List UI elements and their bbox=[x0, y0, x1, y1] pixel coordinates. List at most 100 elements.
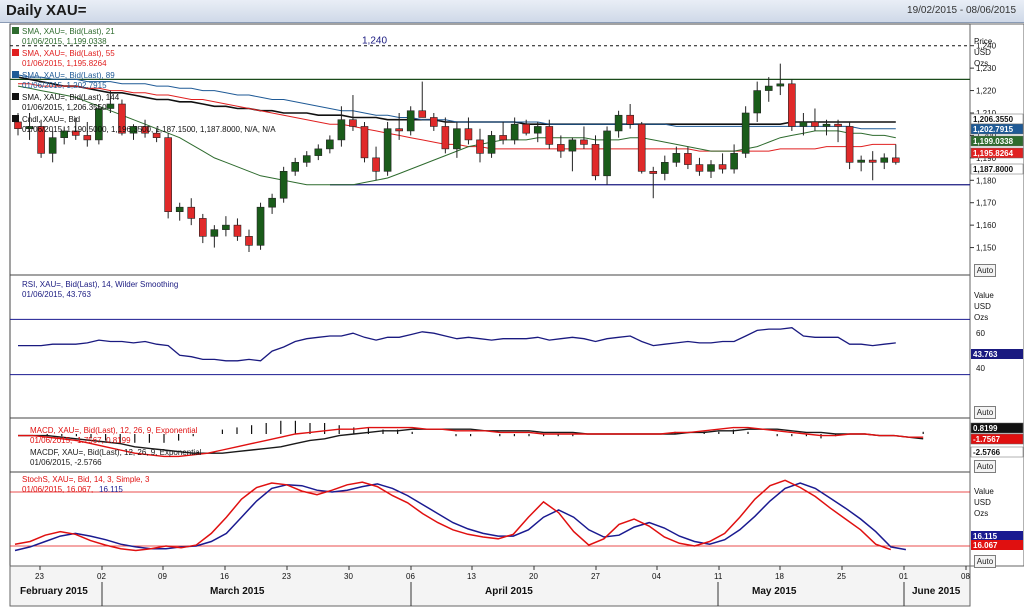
legend-swatch bbox=[12, 49, 19, 56]
price-axis-header: Price bbox=[974, 37, 993, 46]
candle-down bbox=[372, 157, 380, 172]
x-axis-frame bbox=[9, 565, 971, 607]
x-tick-label: 13 bbox=[467, 572, 476, 581]
legend-swatch bbox=[12, 115, 19, 122]
candle-up bbox=[222, 224, 230, 230]
candle-up bbox=[603, 130, 611, 177]
candle-down bbox=[441, 126, 450, 150]
candle-up bbox=[753, 90, 762, 114]
price-axis-header: Ozs bbox=[974, 59, 988, 68]
price-value-tag-text: 1,202.7915 bbox=[973, 125, 1014, 134]
stoch-legend-title: StochS, XAU=, Bid, 14, 3, Simple, 3 bbox=[22, 475, 150, 484]
candle-down bbox=[684, 153, 692, 165]
candle-down bbox=[476, 139, 484, 154]
rsi-value-tag-text: 43.763 bbox=[973, 350, 998, 359]
candle-up bbox=[326, 139, 334, 150]
price-value-tag-text: 1,195.8264 bbox=[973, 149, 1014, 158]
candle-up bbox=[660, 162, 669, 174]
candle-down bbox=[695, 164, 704, 172]
candle-down bbox=[152, 132, 161, 138]
stoch-axis-header: Ozs bbox=[974, 509, 988, 518]
macd-value-tag bbox=[970, 422, 1024, 434]
price-legend-value: 01/06/2015, 1,202.7915 bbox=[22, 81, 107, 90]
macd-value-tag-text: 0.8199 bbox=[973, 424, 998, 433]
candle-down bbox=[626, 114, 634, 125]
candle-up bbox=[707, 164, 715, 172]
rsi-axis-header: Ozs bbox=[974, 313, 988, 322]
price-tick-label: 1,220 bbox=[976, 87, 997, 96]
price-legend-title: SMA, XAU=, Bid(Last), 21 bbox=[22, 27, 115, 36]
month-label: February 2015 bbox=[20, 586, 88, 597]
candle-up bbox=[741, 112, 750, 154]
candle-up bbox=[291, 162, 300, 172]
macd-legend-value: 01/06/2015, -2.5766 bbox=[30, 458, 102, 467]
candle-down bbox=[199, 218, 207, 237]
candle-up bbox=[279, 171, 288, 199]
stoch-panel-frame bbox=[9, 471, 971, 567]
stoch-d-line bbox=[14, 482, 907, 552]
candle-down bbox=[637, 123, 646, 172]
macd-legend-title: MACD, XAU=, Bid(Last), 12, 26, 9, Expone… bbox=[30, 426, 198, 435]
stoch-auto-button[interactable]: Auto bbox=[974, 555, 996, 568]
candle-down bbox=[718, 164, 727, 170]
candle-down bbox=[499, 135, 507, 141]
candle-down bbox=[349, 119, 357, 127]
candle-down bbox=[580, 139, 588, 145]
price-tick-label: 1,190 bbox=[976, 154, 997, 163]
candle-down bbox=[245, 236, 253, 246]
price-tick-label: 1,180 bbox=[976, 176, 997, 185]
chart-title: Daily XAU= bbox=[6, 2, 87, 19]
macd-line bbox=[18, 426, 924, 458]
stoch-k-line bbox=[14, 479, 892, 552]
candle-down bbox=[591, 144, 600, 177]
x-tick-label: 27 bbox=[591, 572, 600, 581]
rsi-value-tag bbox=[971, 349, 1023, 359]
candle-down bbox=[14, 121, 22, 129]
candle-up bbox=[730, 153, 738, 170]
price-value-tag-text: 1,199.0338 bbox=[973, 137, 1014, 146]
x-tick-label: 20 bbox=[529, 572, 538, 581]
candle-up bbox=[510, 123, 519, 141]
x-tick-label: 25 bbox=[837, 572, 846, 581]
rsi-axis-header: USD bbox=[974, 302, 991, 311]
rsi-auto-button[interactable]: Auto bbox=[974, 406, 996, 419]
candle-up bbox=[533, 126, 542, 134]
x-tick-label: 16 bbox=[220, 572, 229, 581]
candle-up bbox=[764, 85, 773, 91]
macd-auto-button[interactable]: Auto bbox=[974, 460, 996, 473]
stoch-value-tag bbox=[971, 540, 1023, 550]
candle-up bbox=[672, 153, 681, 163]
candle-up bbox=[60, 130, 69, 138]
candle-down bbox=[118, 103, 126, 134]
legend-swatch bbox=[12, 27, 19, 34]
price-auto-button[interactable]: Auto bbox=[974, 264, 996, 277]
candle-down bbox=[834, 123, 842, 127]
rsi-axis-header: Value bbox=[974, 291, 994, 300]
price-value-tag-text: 1,206.3550 bbox=[973, 115, 1014, 124]
candle-up bbox=[880, 157, 889, 163]
candle-down bbox=[649, 171, 658, 174]
stoch-axis-header: Value bbox=[974, 487, 994, 496]
legend-swatch bbox=[12, 93, 19, 100]
price-value-tag bbox=[970, 123, 1024, 135]
level-1240-label: 1,240 bbox=[362, 36, 387, 47]
candle-down bbox=[164, 137, 172, 212]
price-legend-value: 01/06/2015, 1,206.3550 bbox=[22, 103, 107, 112]
macd-value-tag bbox=[970, 446, 1024, 458]
stoch-value-tag bbox=[971, 531, 1023, 541]
candle-up bbox=[256, 206, 265, 246]
candle-up bbox=[568, 139, 577, 152]
stoch-axis-header: USD bbox=[974, 498, 991, 507]
candle-up bbox=[614, 114, 623, 132]
legend-swatch bbox=[12, 71, 19, 78]
title-bar: Daily XAU= 19/02/2015 - 08/06/2015 bbox=[0, 0, 1024, 23]
date-range: 19/02/2015 - 08/06/2015 bbox=[907, 5, 1016, 16]
rsi-panel-frame bbox=[9, 274, 971, 419]
candle-down bbox=[811, 121, 819, 127]
candle-up bbox=[129, 126, 138, 134]
candle-up bbox=[25, 126, 34, 129]
x-tick-label: 23 bbox=[35, 572, 44, 581]
x-tick-label: 18 bbox=[775, 572, 784, 581]
